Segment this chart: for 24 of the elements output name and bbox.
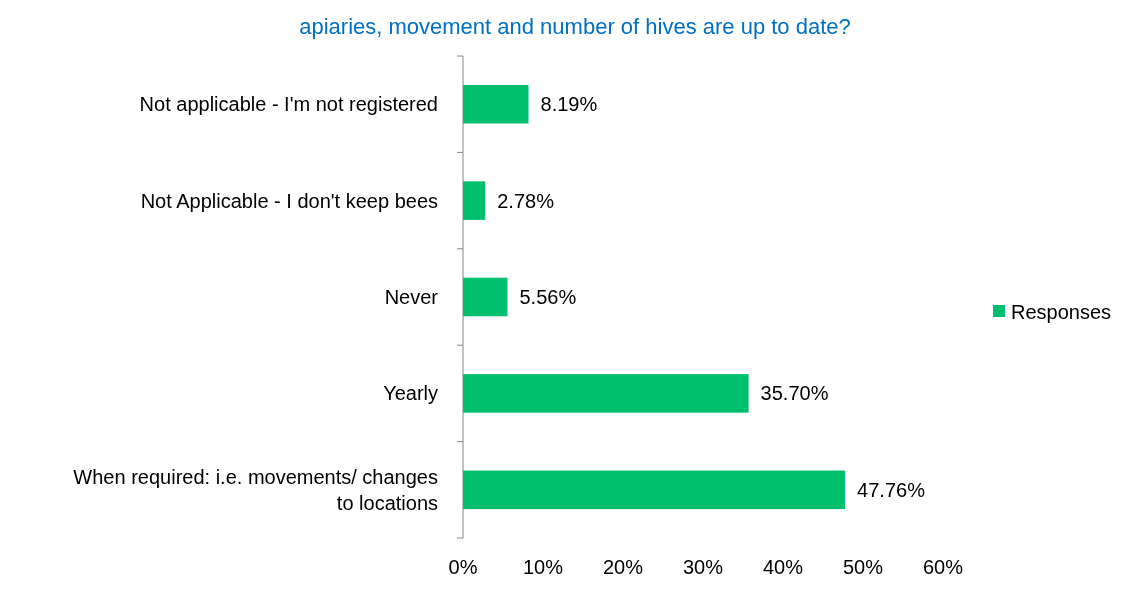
bar bbox=[463, 374, 749, 413]
y-tick-label: When required: i.e. movements/ changes to locations bbox=[73, 465, 438, 514]
y-tick-label: Yearly bbox=[383, 382, 438, 405]
data-label: 8.19% bbox=[540, 93, 598, 116]
data-label: 2.78% bbox=[497, 189, 555, 212]
legend-label: Responses bbox=[1011, 301, 1112, 323]
data-label: 5.56% bbox=[519, 286, 577, 308]
bar bbox=[463, 181, 486, 220]
y-tick-label: Not applicable - I'm not registered bbox=[139, 93, 438, 116]
chart-title: apiaries, movement and number of hives are up to date? bbox=[299, 14, 851, 39]
x-tick-label: 20% bbox=[602, 556, 644, 578]
x-tick-label: 60% bbox=[922, 556, 964, 578]
x-tick-label: 30% bbox=[682, 556, 724, 578]
bar bbox=[463, 277, 508, 317]
data-label: 35.70% bbox=[760, 382, 829, 405]
y-tick-label: Never bbox=[384, 286, 439, 308]
data-label: 47.76% bbox=[857, 478, 926, 501]
x-tick-label: 50% bbox=[842, 556, 884, 578]
x-tick-label: 0% bbox=[448, 556, 478, 578]
x-tick-label: 40% bbox=[762, 556, 804, 578]
bar bbox=[463, 470, 846, 510]
x-tick-label: 10% bbox=[522, 556, 564, 578]
bar bbox=[463, 84, 529, 124]
y-tick-label: Not Applicable - I don't keep bees bbox=[140, 189, 438, 212]
